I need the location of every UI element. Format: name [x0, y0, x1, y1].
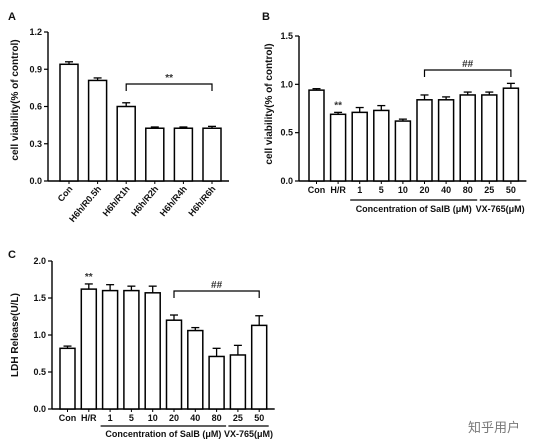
panel-b-group-label-vx765: VX-765(μM) [476, 204, 525, 214]
panel-b-category-label: 40 [441, 185, 451, 195]
panel-c-bar [80, 288, 98, 410]
panel-c-bar [123, 289, 140, 410]
panel-c-bar [165, 319, 183, 410]
panel-c-significance-marker: ** [85, 272, 93, 283]
panel-c-bar [101, 289, 119, 410]
panel-c-bar [229, 354, 247, 410]
panel-c-group-label-vx765: VX-765(μM) [224, 429, 273, 439]
panel-b-bar [308, 89, 325, 182]
panel-c-category-label: 25 [233, 413, 243, 423]
panel-a-ytick-label: 0.0 [29, 176, 42, 186]
panel-c-ytick-label: 1.0 [33, 330, 46, 340]
panel-c-bar [59, 347, 76, 410]
panel-c-bar [250, 324, 268, 410]
panel-c-bar [144, 292, 161, 410]
panel-b-category-label: 50 [506, 185, 516, 195]
panel-b-category-label: H/R [330, 185, 346, 195]
panel-c-significance-label: ## [211, 280, 223, 291]
panel-b-bar [373, 109, 390, 182]
panel-c-bar [187, 329, 204, 410]
panel-a-significance-label: ** [165, 73, 173, 84]
panel-b-significance-label: ## [462, 59, 474, 70]
panel-a-ylabel: cell viability(% of control) [10, 39, 21, 160]
panel-a-bar [202, 127, 222, 182]
panel-c-category-label: Con [59, 413, 77, 423]
panel-a-category-label: H6h/R4h [158, 184, 189, 218]
panel-b-category-label: 25 [484, 185, 494, 195]
panel-b-bar [502, 87, 520, 182]
panel-b-category-label: 1 [357, 185, 362, 195]
panel-c-ylabel: LDH Release(U/L) [10, 293, 21, 377]
panel-c-significance-bracket [173, 290, 260, 298]
panel-c-ytick-label: 0.0 [33, 404, 46, 414]
panel-a-bar [173, 127, 194, 182]
panel-c-ytick-label: 0.5 [33, 367, 46, 377]
panel-a-significance-bracket [125, 83, 213, 91]
panel-a-bar [145, 127, 165, 182]
panel-b-bar [437, 99, 455, 182]
panel-a-ytick-label: 0.3 [29, 139, 42, 149]
panel-a-category-label: H6h/R2h [129, 184, 160, 218]
panel-letter-a: A [8, 11, 16, 23]
panel-c-category-label: 10 [148, 413, 158, 423]
panel-b-ytick-label: 0.0 [280, 176, 293, 186]
panel-b-bar [329, 113, 347, 182]
panel-c-ytick-label: 1.5 [33, 293, 46, 303]
panel-c-category-label: H/R [81, 413, 97, 423]
panel-c-category-label: 50 [254, 413, 264, 423]
panel-b-bar [394, 120, 412, 182]
panel-b-category-label: Con [308, 185, 326, 195]
panel-b-chart: 0.0 0.5 1.0 1.5 Con H/R 1 5 10 20 40 80 25 50 ** ## [280, 31, 527, 201]
panel-c-category-label: 5 [129, 413, 134, 423]
panel-b-ytick-label: 1.5 [280, 31, 293, 41]
watermark: 知乎用户 [468, 420, 520, 435]
panel-a-ytick-label: 0.6 [29, 102, 42, 112]
panel-c-bar [208, 355, 225, 410]
panel-c-category-label: 80 [212, 413, 222, 423]
panel-a-category-label: H6h/R1h [101, 184, 132, 218]
panel-b-significance-bracket [423, 69, 512, 77]
panel-b-bar [351, 111, 368, 182]
panel-c-chart: 0.0 0.5 1.0 1.5 2.0 Con H/R 1 5 10 20 40 80 25 50 ** ## [33, 256, 275, 427]
panel-a-category-label: Con [56, 184, 75, 204]
panel-b-ylabel: cell viability(% of control) [264, 43, 275, 164]
panel-b-bar [459, 94, 476, 182]
panel-a-ytick-label: 1.2 [29, 27, 42, 37]
panel-c-group-label-salb: Concentration of SalB (μM) [105, 429, 221, 439]
panel-b-category-label: 20 [419, 185, 429, 195]
panel-b-group-label-salb: Concentration of SalB (μM) [356, 204, 472, 214]
panel-b-ytick-label: 1.0 [280, 79, 293, 89]
panel-b-category-label: 10 [398, 185, 408, 195]
panel-b-category-label: 80 [463, 185, 473, 195]
panel-a-bar [59, 63, 79, 182]
panel-a-chart: 0.00.30.60.91.2ConH6h/R0.5hH6h/R1hH6h/R2… [29, 27, 229, 224]
panel-letter-c: C [8, 249, 16, 261]
panel-b-significance-marker: ** [334, 100, 342, 111]
panel-a-bar [87, 79, 108, 182]
panel-b-category-label: 5 [379, 185, 384, 195]
panel-c-category-label: 20 [169, 413, 179, 423]
panel-b-bar [481, 94, 498, 182]
panel-letter-b: B [262, 11, 270, 23]
panel-c-category-label: 40 [190, 413, 200, 423]
panel-a-bar [116, 105, 136, 182]
panel-a-category-label: H6h/R6h [186, 184, 217, 218]
panel-b-bar [416, 99, 433, 182]
panel-c-ytick-label: 2.0 [33, 256, 46, 266]
panel-c-category-label: 1 [108, 413, 113, 423]
panel-a-ytick-label: 0.9 [29, 64, 42, 74]
panel-b-ytick-label: 0.5 [280, 128, 293, 138]
